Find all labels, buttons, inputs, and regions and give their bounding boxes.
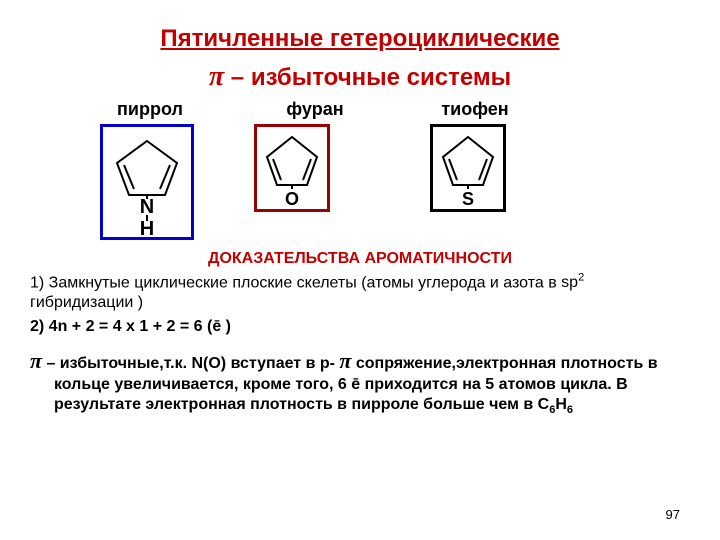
pi-inline-1: π [30, 348, 42, 373]
excess-h: Н [555, 396, 567, 413]
section-head: ДОКАЗАТЕЛЬСТВА АРОМАТИЧНОСТИ [30, 250, 690, 268]
page-title: Пятичленные гетероциклические [30, 25, 690, 53]
sp-base: sp [561, 274, 578, 291]
subtitle: π – избыточные системы [30, 61, 690, 93]
pi-symbol: π [209, 61, 224, 92]
proof1-post: гибридизации ) [30, 294, 143, 311]
furan-svg: O [259, 129, 325, 207]
thiophene-svg: S [435, 129, 501, 207]
proof-2: 2) 4n + 2 = 4 х 1 + 2 = 6 (ē ) [30, 317, 690, 337]
label-thiophene: тиофен [425, 99, 525, 120]
label-pyrrole: пиррол [100, 99, 200, 120]
subtitle-text: – избыточные системы [224, 64, 511, 91]
proof1-pre: 1) Замкнутые циклические плоские скелеты… [30, 274, 561, 291]
excess-t1: – избыточные,т.к. N(O) вступает в р- [42, 355, 339, 372]
label-furan: фуран [265, 99, 365, 120]
structures-row: N H O S [30, 124, 690, 240]
sp-sup: 2 [578, 272, 584, 284]
structure-pyrrole: N H [100, 124, 194, 240]
svg-text:N: N [140, 196, 154, 218]
proof2-text: 2) 4n + 2 = 4 х 1 + 2 = 6 (ē ) [30, 318, 231, 335]
structure-furan: O [254, 124, 330, 212]
proof1-sp: sp2 [561, 274, 584, 291]
structure-thiophene: S [430, 124, 506, 212]
excess-paragraph: π – избыточные,т.к. N(O) вступает в р- π… [30, 347, 690, 417]
sub-2: 6 [567, 404, 573, 416]
pi-inline-2: π [339, 348, 351, 373]
svg-text:H: H [140, 218, 154, 235]
slide-number: 97 [666, 507, 680, 522]
proof-1: 1) Замкнутые циклические плоские скелеты… [30, 272, 690, 313]
svg-text:O: O [285, 189, 299, 207]
pyrrole-svg: N H [105, 129, 189, 235]
svg-text:S: S [462, 189, 474, 207]
labels-row: пиррол фуран тиофен [30, 99, 690, 120]
